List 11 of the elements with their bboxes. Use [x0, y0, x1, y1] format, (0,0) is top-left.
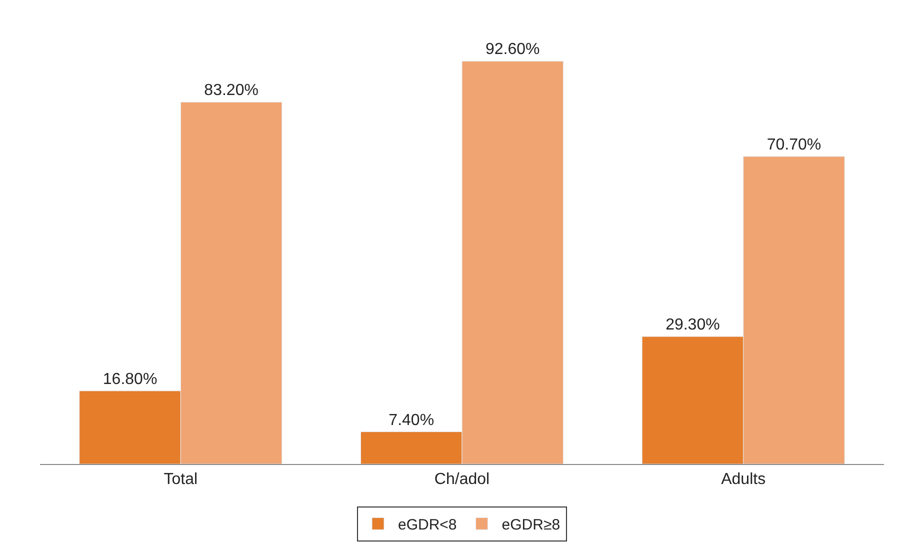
data-label: 83.20%: [204, 82, 258, 100]
legend-label: eGDR<8: [398, 516, 457, 534]
x-tick-label: Total: [164, 471, 198, 488]
data-label: 92.60%: [486, 41, 540, 58]
legend-label: eGDR≥8: [502, 516, 560, 534]
data-label: 70.70%: [766, 136, 822, 154]
data-label: 7.40%: [388, 412, 434, 429]
x-tick-label: Adults: [721, 471, 766, 488]
data-label: 16.80%: [102, 370, 158, 388]
data-label: 29.30%: [666, 316, 720, 334]
x-tick-label: Ch/adol: [434, 471, 490, 488]
